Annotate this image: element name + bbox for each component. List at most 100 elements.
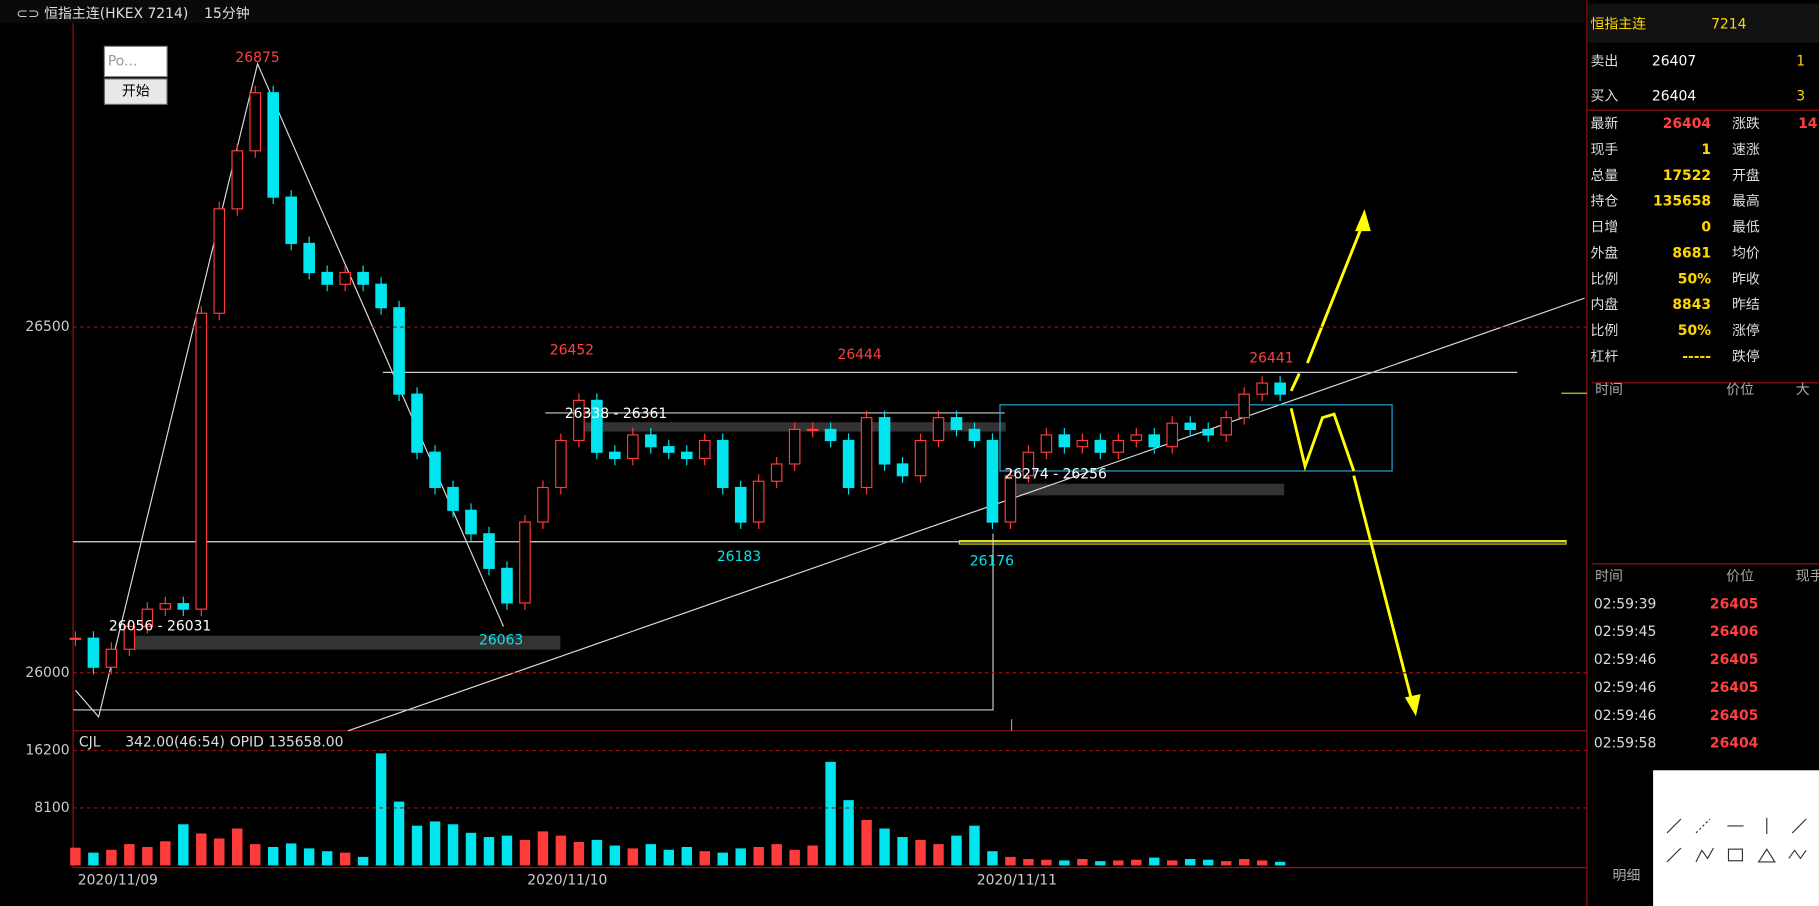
candle [69, 637, 82, 640]
drawing-palette[interactable] [1653, 770, 1819, 906]
candle [986, 439, 999, 523]
field-label: 杠杆 [1590, 349, 1618, 365]
field-label: 最低 [1732, 220, 1760, 236]
column-header: 大 [1796, 382, 1810, 398]
drawings [73, 61, 1585, 732]
annotation: 26274 - 26256 [1004, 466, 1106, 482]
volume-bar [519, 839, 531, 866]
menu-icon: ⊂⊃ [16, 6, 39, 22]
annotation: 26444 [837, 347, 881, 363]
column-header: 价位 [1726, 382, 1754, 398]
tick-price: 26404 [1710, 736, 1759, 752]
volume-bar [1023, 859, 1034, 866]
field-value: ----- [1682, 349, 1711, 365]
candle [860, 417, 873, 489]
field-label: 最高 [1732, 193, 1760, 210]
candle [950, 417, 963, 430]
candle [896, 463, 909, 477]
field-label: 比例 [1590, 323, 1618, 339]
annotation: 26441 [1249, 350, 1293, 366]
candle [770, 463, 783, 482]
candle [878, 417, 891, 465]
volume-bar [267, 846, 279, 866]
field-label: 持仓 [1590, 194, 1618, 210]
quote-size: 3 [1796, 88, 1805, 104]
field-label: 开盘 [1732, 167, 1760, 184]
tick-time: 02:59:45 [1594, 624, 1656, 640]
candle [177, 603, 190, 610]
candle [231, 150, 244, 210]
volume-tick-label: 16200 [25, 743, 69, 759]
volume-bar [501, 835, 513, 866]
annotation: 26338 - 26361 [565, 406, 667, 422]
candle [429, 451, 441, 489]
candle [1148, 434, 1161, 448]
candle [573, 399, 585, 442]
candle [1112, 439, 1125, 453]
volume-bar [339, 852, 351, 866]
volume-bar [357, 856, 369, 866]
field-value: 50% [1678, 323, 1711, 339]
volume-bar [879, 828, 890, 866]
field-value: 8843 [1672, 297, 1711, 313]
candle [1094, 439, 1107, 453]
volume-bar [70, 847, 81, 866]
tick-time: 02:59:58 [1594, 736, 1656, 752]
annotation: 26452 [550, 342, 594, 358]
x-tick-label: 2020/11/10 [527, 872, 607, 888]
column-header: 时间 [1595, 569, 1623, 585]
field-label: 速涨 [1732, 142, 1760, 158]
candle [788, 428, 801, 465]
quote-size: 1 [1796, 53, 1805, 69]
column-header: 现手 [1796, 569, 1819, 585]
candle [375, 283, 387, 309]
field-value: 1 [1701, 142, 1711, 158]
volume-bar [1059, 860, 1070, 866]
candle [285, 196, 297, 245]
volume-bar [627, 848, 639, 866]
candle [249, 92, 262, 152]
volume-bar [1256, 860, 1268, 866]
volume-bar [1131, 859, 1142, 866]
candle [213, 208, 226, 314]
candle [645, 434, 657, 448]
candle [716, 439, 729, 489]
volume-bar [609, 845, 621, 866]
volume-bar [789, 849, 800, 866]
volume-bar [861, 820, 872, 866]
volume-bar [645, 844, 657, 866]
volume-bar [124, 844, 135, 866]
field-label: 最新 [1590, 116, 1618, 132]
indicator[interactable]: CJL [79, 734, 101, 750]
volume-bar [915, 839, 926, 866]
field-value: 8681 [1672, 245, 1711, 261]
field-label: 涨停 [1732, 322, 1760, 339]
candle [141, 608, 154, 628]
annotation: 26063 [479, 632, 523, 648]
zone [133, 635, 561, 650]
field-value: 0 [1701, 220, 1711, 236]
tick-price: 26405 [1710, 680, 1758, 696]
volume-bar [196, 833, 207, 866]
candle [105, 648, 118, 668]
tick-time: 02:59:46 [1594, 708, 1656, 724]
tick-time: 02:59:39 [1594, 596, 1656, 612]
field-label: 现手 [1590, 142, 1618, 158]
period[interactable]: 15分钟 [204, 5, 250, 22]
input[interactable] [103, 45, 168, 78]
candle [303, 242, 315, 274]
volume-bar [447, 824, 459, 866]
volume-bar [753, 846, 764, 866]
start-button[interactable] [103, 78, 168, 105]
candle [483, 533, 495, 569]
annotation: 26176 [970, 553, 1014, 569]
detail-tab[interactable]: 明细 [1612, 868, 1640, 884]
candle [519, 521, 531, 604]
candle [195, 312, 208, 610]
candle [752, 480, 765, 523]
volume-bar [142, 846, 153, 866]
tick-price: 26405 [1710, 652, 1758, 668]
candle [1166, 422, 1179, 448]
candle [159, 603, 172, 610]
